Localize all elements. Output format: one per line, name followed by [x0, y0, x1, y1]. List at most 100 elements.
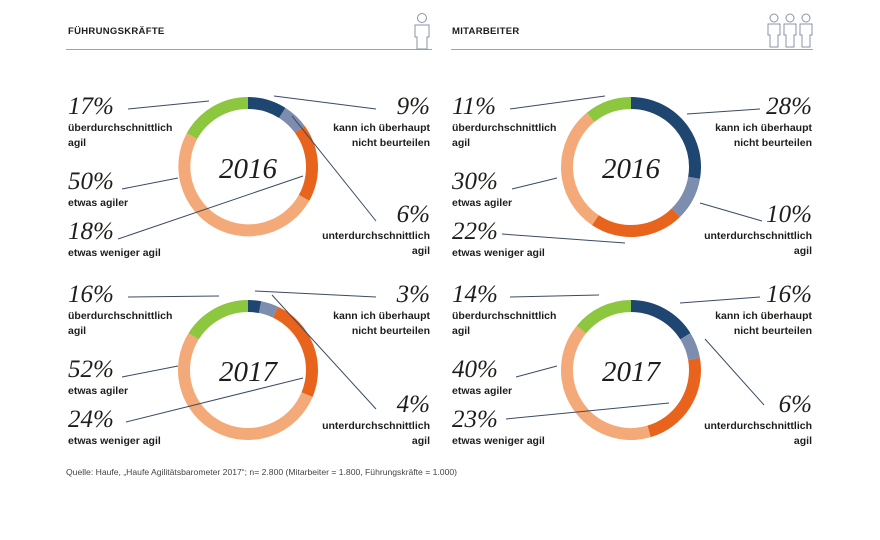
category-label-0-1: agil: [68, 137, 86, 149]
donut-0-slice-1: [278, 107, 305, 134]
donut-0-slice-4: [186, 97, 249, 140]
section-title-mitarbeiter: MITARBEITER: [452, 26, 520, 37]
donut-2-year: 2017: [219, 356, 279, 388]
leader-line-8: [686, 108, 761, 115]
pct-label-8: 28%: [766, 93, 812, 120]
category-label-14-1: agil: [412, 435, 430, 447]
donut-3-slice-3: [561, 325, 651, 440]
group-of-three-people-icon: [767, 13, 813, 48]
leader-line-13: [254, 290, 377, 298]
category-label-3-1: nicht beurteilen: [352, 137, 430, 149]
leader-line-19: [704, 338, 765, 406]
pct-label-11: 52%: [68, 356, 114, 383]
pct-label-0: 17%: [68, 93, 114, 120]
category-label-4-1: agil: [412, 245, 430, 257]
pct-label-19: 6%: [779, 391, 812, 418]
category-label-16-0: etwas agiler: [452, 385, 512, 397]
donut-3-year: 2017: [602, 356, 662, 388]
pct-label-15: 14%: [452, 281, 498, 308]
category-label-12-0: etwas weniger agil: [68, 435, 161, 447]
category-label-13-0: kann ich überhaupt: [333, 310, 430, 322]
leader-line-5: [509, 95, 606, 110]
pct-label-7: 22%: [452, 218, 498, 245]
pct-label-14: 4%: [397, 391, 430, 418]
leader-line-7: [501, 233, 626, 244]
header-rule-left: [66, 49, 432, 50]
category-label-9-1: agil: [794, 245, 812, 257]
leader-line-6: [511, 177, 558, 190]
leader-line-0: [127, 100, 210, 110]
source-note: Quelle: Haufe, „Haufe Agilitätsbarometer…: [66, 467, 457, 477]
category-label-18-1: nicht beurteilen: [734, 325, 812, 337]
category-label-10-0: überdurchschnittlich: [68, 310, 172, 322]
category-label-8-1: nicht beurteilen: [734, 137, 812, 149]
pct-label-18: 16%: [766, 281, 812, 308]
category-label-11-0: etwas agiler: [68, 385, 128, 397]
pct-label-13: 3%: [396, 281, 430, 308]
category-label-17-0: etwas weniger agil: [452, 435, 545, 447]
header-rule-right: [451, 49, 813, 50]
leader-line-16: [515, 365, 558, 378]
donut-2-slice-1: [258, 301, 279, 318]
section-title-fuehrungskraefte: FÜHRUNGSKRÄFTE: [68, 26, 165, 37]
donut-1-slice-0: [630, 97, 701, 179]
leader-line-3: [273, 95, 377, 110]
category-label-19-0: unterdurchschnittlich: [704, 420, 812, 432]
leader-line-17: [505, 402, 670, 420]
donut-1-slice-1: [671, 176, 700, 217]
donut-3-slice-4: [576, 300, 632, 334]
category-label-4-0: unterdurchschnittlich: [322, 230, 430, 242]
donut-2-slice-2: [272, 306, 318, 398]
category-label-7-0: etwas weniger agil: [452, 247, 545, 259]
leader-line-2: [117, 175, 304, 240]
category-label-3-0: kann ich überhaupt: [333, 122, 430, 134]
category-label-13-1: nicht beurteilen: [352, 325, 430, 337]
category-label-0-0: überdurchschnittlich: [68, 122, 172, 134]
donut-1-slice-2: [591, 208, 681, 237]
donut-3-slice-1: [680, 333, 700, 361]
category-label-15-1: agil: [452, 325, 470, 337]
donut-3-slice-0: [630, 300, 691, 340]
pct-label-1: 50%: [68, 168, 114, 195]
category-label-5-1: agil: [452, 137, 470, 149]
leader-line-14: [271, 294, 377, 410]
pct-label-16: 40%: [452, 356, 498, 383]
pct-label-10: 16%: [68, 281, 114, 308]
donut-1-slice-3: [561, 112, 599, 226]
donut-0-slice-2: [294, 125, 318, 201]
category-label-6-0: etwas agiler: [452, 197, 512, 209]
category-label-2-0: etwas weniger agil: [68, 247, 161, 259]
category-label-19-1: agil: [794, 435, 812, 447]
pct-label-17: 23%: [452, 406, 498, 433]
pct-label-3: 9%: [397, 93, 430, 120]
leader-line-11: [121, 365, 179, 378]
pct-label-2: 18%: [68, 218, 114, 245]
donut-0-slice-3: [178, 133, 310, 237]
donut-2-slice-4: [188, 300, 249, 340]
pct-label-6: 30%: [451, 168, 498, 195]
leader-line-4: [291, 115, 377, 222]
pct-label-5: 11%: [452, 93, 496, 120]
category-label-18-0: kann ich überhaupt: [715, 310, 812, 322]
donut-0-year: 2016: [219, 153, 278, 185]
leader-line-12: [125, 377, 304, 423]
leader-line-18: [679, 296, 761, 304]
pct-label-4: 6%: [397, 201, 430, 228]
donut-1-year: 2016: [602, 153, 661, 185]
category-label-14-0: unterdurchschnittlich: [322, 420, 430, 432]
pct-label-9: 10%: [766, 201, 812, 228]
category-label-9-0: unterdurchschnittlich: [704, 230, 812, 242]
category-label-8-0: kann ich überhaupt: [715, 122, 812, 134]
donut-1-slice-4: [586, 97, 632, 123]
donut-2-slice-3: [178, 333, 313, 440]
person-icon: [414, 13, 430, 50]
category-label-1-0: etwas agiler: [68, 197, 128, 209]
leader-line-10: [127, 295, 220, 298]
category-label-15-0: überdurchschnittlich: [452, 310, 556, 322]
leader-line-9: [699, 202, 763, 222]
donut-3-slice-2: [647, 357, 701, 438]
leader-line-1: [121, 177, 179, 190]
category-label-10-1: agil: [68, 325, 86, 337]
category-label-5-0: überdurchschnittlich: [452, 122, 556, 134]
